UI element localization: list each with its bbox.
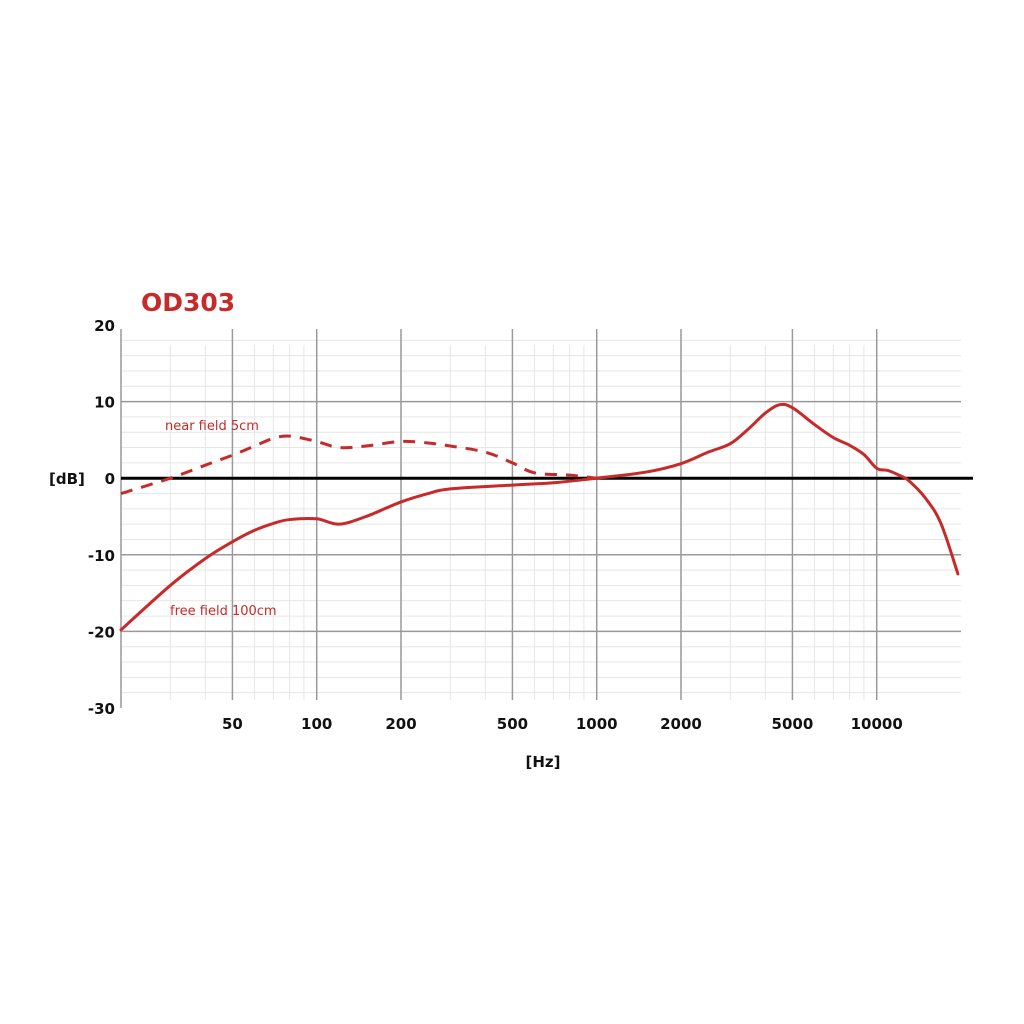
x-tick-label: 2000 [660,715,702,733]
x-tick-label: 100 [301,715,332,733]
y-axis-label: [dB] [49,470,85,488]
y-tick-label: 20 [94,317,115,335]
y-tick-label: 0 [105,470,115,488]
chart-title: OD303 [141,288,235,317]
y-tick-label: -10 [88,547,115,565]
x-tick-label: 1000 [576,715,618,733]
y-tick-label: 10 [94,394,115,412]
tick-labels: 50 100 200 500 1000 2000 5000 1000020100-10-20-… [88,317,903,733]
x-tick-label: 50 [222,715,243,733]
x-tick-label: 500 [497,715,528,733]
x-axis-label: [Hz] [526,753,561,771]
y-tick-label: -20 [88,623,115,641]
series-label-free-field: free field 100cm [170,604,277,619]
series-free-field-line [119,402,960,632]
grid [120,329,961,708]
series-near-field-line [120,434,597,495]
series-label-near-field: near field 5cm [165,419,259,434]
y-tick-label: -30 [88,700,115,718]
x-tick-label: 10000 [851,715,903,733]
x-tick-label: 5000 [772,715,814,733]
series-group [119,402,960,632]
x-tick-label: 200 [385,715,416,733]
